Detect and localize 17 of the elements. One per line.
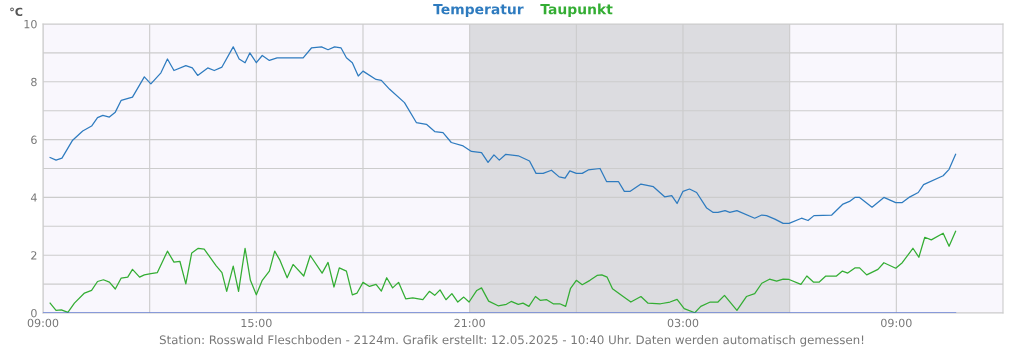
- x-tick-label: 15:00: [241, 318, 272, 328]
- text: Station: Rosswald Fleschboden - 2124m. Grafik erstellt: 12.05.2025 - 10:40 Uhr. Daten werden automatisch gemessen!: [159, 335, 864, 347]
- y-tick-label: 0: [31, 308, 37, 318]
- y-tick-label: 6: [31, 135, 37, 144]
- y-tick-label: 8: [31, 77, 37, 87]
- text: Taupunkt: [540, 3, 613, 18]
- y-tick-label: 4: [30, 193, 37, 202]
- line-series: [49, 46, 957, 225]
- y-tick-label: 2: [31, 251, 37, 260]
- line-series: [49, 230, 957, 313]
- x-tick-label: 03:00: [667, 318, 699, 328]
- x-tick-label: 21:00: [454, 318, 485, 328]
- x-tick-label: 09:00: [881, 318, 912, 328]
- y-axis-title: °C: [10, 7, 23, 17]
- y-tick-label: 10: [24, 19, 37, 29]
- text: Temperatur: [433, 4, 524, 18]
- x-tick-label: 09:00: [27, 318, 59, 328]
